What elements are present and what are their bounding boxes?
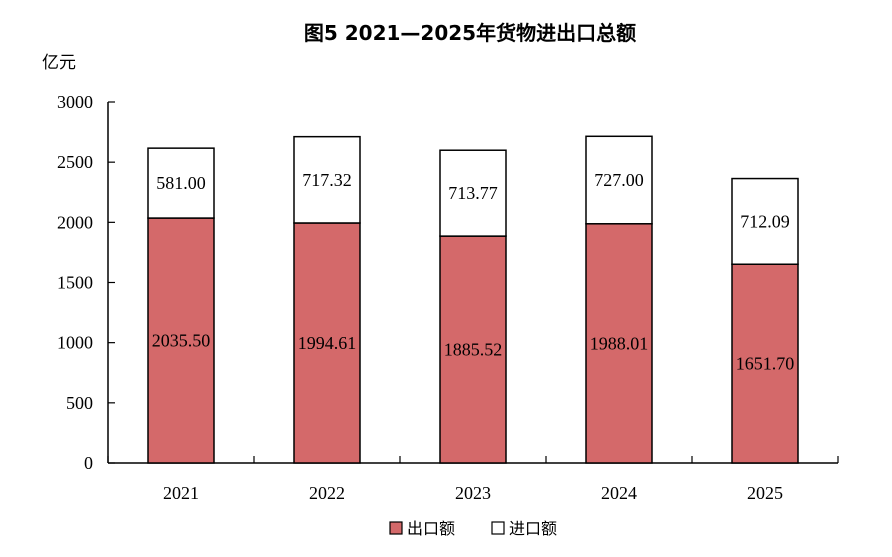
data-label-export: 1988.01 — [590, 333, 649, 353]
x-tick-label: 2022 — [309, 483, 345, 503]
data-label-import: 581.00 — [156, 173, 206, 193]
legend-item-import: 进口额 — [491, 519, 557, 538]
bar-export — [585, 223, 653, 464]
y-tick-label: 1000 — [57, 333, 93, 353]
data-label-export: 2035.50 — [152, 331, 211, 351]
data-label-import: 717.32 — [302, 170, 352, 190]
legend-swatch — [491, 521, 505, 535]
data-label-export: 1994.61 — [298, 333, 357, 353]
bar-import — [147, 147, 215, 219]
bar-export — [147, 217, 215, 464]
bar-export — [731, 263, 799, 464]
data-label-export: 1885.52 — [444, 340, 503, 360]
data-label-import: 727.00 — [594, 170, 644, 190]
y-tick-label: 1500 — [57, 273, 93, 293]
legend-item-export: 出口额 — [389, 519, 455, 538]
x-tick-label: 2021 — [163, 483, 199, 503]
legend-swatch — [389, 521, 403, 535]
x-tick-label: 2023 — [455, 483, 491, 503]
legend-label: 出口额 — [407, 519, 455, 538]
y-tick-label: 2000 — [57, 212, 93, 232]
bars: 2035.50 581.00 1994.61 717.32 1885.52 713.77 1… — [147, 135, 799, 464]
x-tick-label: 2024 — [601, 483, 637, 503]
data-label-import: 713.77 — [448, 183, 498, 203]
data-label-import: 712.09 — [740, 211, 790, 231]
data-label-export: 1651.70 — [736, 354, 795, 374]
legend: 出口额 进口额 — [389, 519, 557, 538]
bar-import — [585, 135, 653, 225]
bar-import — [439, 149, 507, 237]
x-tick-label: 2025 — [747, 483, 783, 503]
y-tick-label: 3000 — [57, 92, 93, 112]
y-axis-unit-label: 亿元 — [42, 53, 76, 73]
y-tick-label: 0 — [84, 453, 93, 473]
y-tick-label: 2500 — [57, 152, 93, 172]
legend-label: 进口额 — [509, 519, 557, 538]
bar-export — [293, 222, 361, 464]
bar-import — [731, 177, 799, 265]
bar-export — [439, 235, 507, 464]
axes: 0 500 1000 1500 2000 2500 3000 2021 2022 2023 2024… — [57, 92, 839, 503]
y-tick-label: 500 — [66, 393, 93, 413]
chart-title: 图5 2021—2025年货物进出口总额 — [304, 21, 636, 45]
bar-import — [293, 135, 361, 224]
